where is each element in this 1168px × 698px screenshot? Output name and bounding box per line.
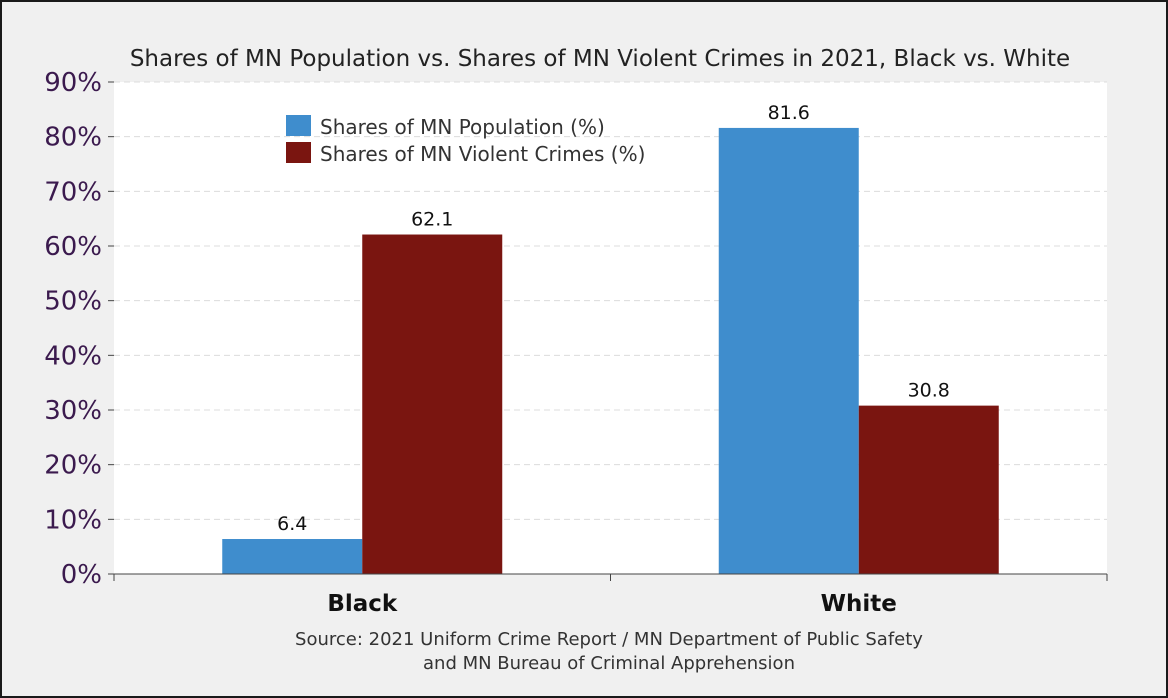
data-label: 81.6: [768, 102, 810, 124]
bars: [222, 127, 999, 575]
y-tick-label: 0%: [61, 560, 102, 590]
data-label: 6.4: [277, 513, 307, 535]
data-label: 62.1: [411, 209, 453, 231]
source-line-2: and MN Bureau of Criminal Apprehension: [423, 653, 795, 674]
bar-black-population: [222, 539, 363, 574]
legend-label-population: Shares of MN Population (%): [320, 115, 605, 139]
legend-swatch-population: [286, 115, 311, 136]
labels: 6.4 62.1 Black 81.6 30.8 White: [277, 102, 950, 617]
gridlines: [114, 81, 1107, 520]
y-tick-label: 40%: [44, 341, 102, 371]
y-tick-label: 30%: [44, 396, 102, 426]
bar-white-violent-crimes: [858, 405, 999, 574]
legend-label-violent-crimes: Shares of MN Violent Crimes (%): [320, 142, 645, 166]
bar-black-violent-crimes: [362, 234, 503, 574]
legend-swatch-violent-crimes: [286, 142, 311, 163]
source-line-1: Source: 2021 Uniform Crime Report / MN D…: [295, 629, 923, 650]
y-tick-label: 60%: [44, 232, 102, 262]
x-category-label: Black: [327, 591, 398, 617]
axes: 0% 10% 20% 30% 40% 50% 60% 70% 80% 90%: [44, 68, 1108, 590]
y-tick-label: 10%: [44, 505, 102, 535]
y-tick-label: 70%: [44, 177, 102, 207]
y-tick-label: 90%: [44, 68, 102, 98]
legend: Shares of MN Population (%) Shares of MN…: [286, 115, 645, 166]
y-tick-label: 80%: [44, 123, 102, 153]
y-tick-label: 20%: [44, 451, 102, 481]
bar-white-population: [718, 127, 859, 575]
data-label: 30.8: [908, 380, 950, 402]
chart-title: Shares of MN Population vs. Shares of MN…: [130, 46, 1070, 72]
x-category-label: White: [821, 591, 897, 617]
y-tick-label: 50%: [44, 287, 102, 317]
